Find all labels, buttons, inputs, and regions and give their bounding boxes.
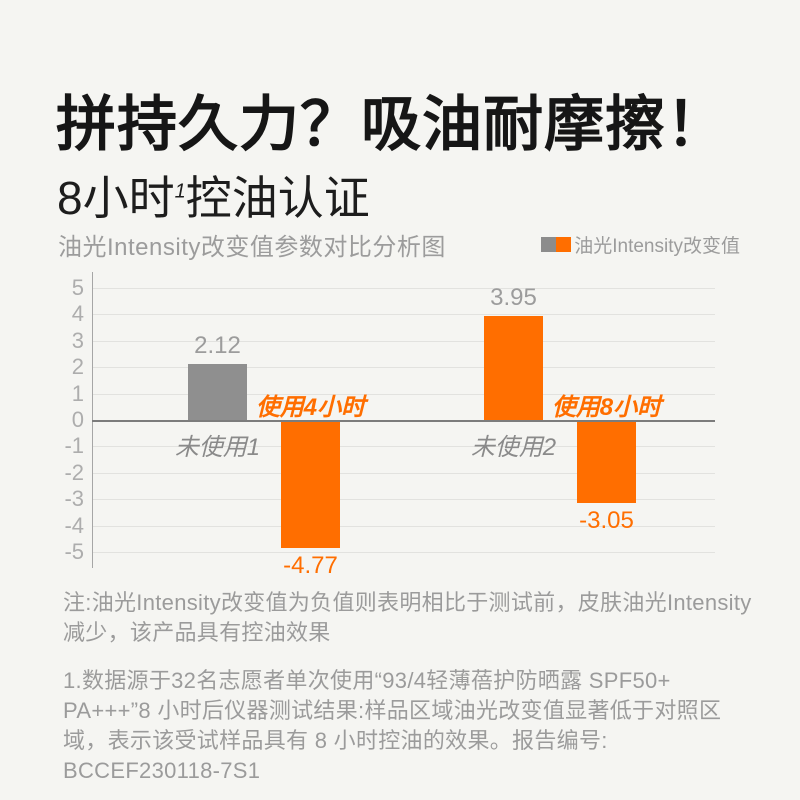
y-tick-label: 3 — [71, 327, 84, 353]
y-tick-label: 1 — [71, 380, 84, 406]
y-tick-label: 5 — [71, 275, 84, 300]
y-tick-label: -3 — [64, 486, 84, 512]
gridline — [93, 525, 715, 527]
bar-value-label: 2.12 — [194, 332, 241, 360]
gridline — [93, 472, 715, 474]
bar-value-label: -4.77 — [283, 551, 338, 579]
page-title: 拼持久力？吸油耐摩擦！ — [56, 91, 727, 158]
y-tick-label: 2 — [71, 354, 84, 380]
gridline — [93, 393, 715, 395]
zero-axis-line — [92, 420, 715, 422]
gridline — [93, 288, 715, 289]
bar-category-label: 使用4小时 — [255, 394, 366, 421]
bar-value-label: 3.95 — [490, 283, 537, 311]
subtitle-text-prefix: 8小时 — [57, 172, 175, 224]
chart-note: 注:油光Intensity改变值为负值则表明相比于测试前，皮肤油光Intensi… — [63, 590, 752, 645]
gridline — [93, 499, 715, 501]
y-tick-label: -2 — [64, 459, 84, 485]
legend-orange-swatch-icon — [556, 237, 572, 252]
y-tick-label: 0 — [71, 407, 84, 432]
page-subtitle: 8小时1控油认证 — [57, 162, 370, 228]
chart-title: 油光Intensity改变值参数对比分析图 — [58, 234, 446, 261]
y-tick-label: -4 — [64, 512, 84, 538]
legend-label: 油光Intensity改变值 — [574, 236, 740, 257]
bar — [281, 422, 340, 548]
bar — [577, 422, 636, 503]
footnote: 1.数据源于32名志愿者单次使用“93/4轻薄蓓护防晒露 SPF50+ PA++… — [63, 668, 722, 783]
footnote-marker: 1 — [174, 180, 186, 203]
chart-header: 油光Intensity改变值参数对比分析图 油光Intensity改变值 — [58, 227, 740, 262]
subtitle-text-suffix: 控油认证 — [185, 172, 370, 224]
bar — [484, 315, 543, 420]
gridline — [93, 446, 715, 448]
chart-legend: 油光Intensity改变值 — [541, 231, 740, 258]
y-tick-label: -1 — [64, 433, 84, 459]
gridline — [93, 340, 715, 342]
y-tick-label: 4 — [71, 301, 84, 327]
bar-category-label: 未使用1 — [174, 434, 261, 461]
bar-category-label: 使用8小时 — [551, 394, 662, 421]
gridline — [93, 552, 715, 553]
gridline — [93, 314, 715, 316]
y-tick-label: -5 — [64, 539, 84, 564]
legend-gray-swatch-icon — [541, 237, 557, 252]
bar — [188, 364, 247, 420]
bar-value-label: -3.05 — [579, 506, 634, 534]
gridline — [93, 367, 715, 369]
bar-category-label: 未使用2 — [470, 434, 557, 461]
